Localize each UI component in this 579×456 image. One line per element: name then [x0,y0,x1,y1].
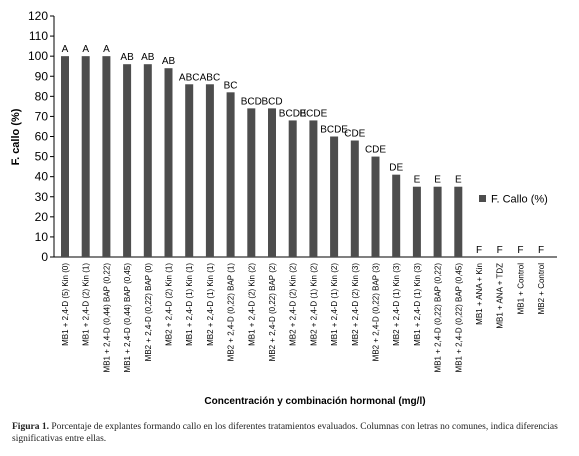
bar [247,108,256,257]
category-label: MB2 + 2,4-D (0,22) BAP (2) [268,263,277,362]
bar-letter-label: BCDE [320,125,348,136]
bar [371,156,380,257]
bar [123,64,132,257]
bar-letter-label: CDE [344,129,365,140]
y-tick-label: 40 [35,170,49,184]
bar-letter-label: BCDE [279,108,307,119]
y-tick-label: 10 [35,230,49,244]
category-label: MB2 + 2,4-D (1) Kin (3) [392,263,401,346]
bar-letter-label: A [82,44,89,55]
bar-chart: F. callo (%) 0 10 20 30 40 50 60 70 80 90 100 110 12… [10,9,557,407]
category-label: MB2 + Control [537,263,546,315]
category-label: MB2 + 2,4-D (1) Kin (2) [309,263,318,346]
bar-letter-label: DE [389,163,403,174]
bar-letter-label: F [476,245,482,256]
bar-letter-label: ABC [179,72,200,83]
category-label: MB2 + 2,4-D (0,22) BAP (1) [227,263,236,362]
bar-letter-label: AB [120,52,134,63]
bar-letter-label: F [538,245,544,256]
bar-letter-label: BCDE [300,108,328,119]
y-tick-label: 70 [35,109,49,123]
bar [164,68,173,257]
bar [61,56,69,257]
bars-group [61,56,463,258]
category-label: MB1 + Control [516,263,525,315]
y-tick-label: 120 [28,9,48,23]
bar-letter-label: E [455,175,462,186]
category-label: MB2 + 2,4-D (1) Kin (1) [206,263,215,346]
bar [412,186,421,257]
y-tick-label: 80 [35,89,49,103]
legend-swatch [479,195,486,202]
y-tick-label: 50 [35,150,49,164]
category-labels: MB1 + 2,4-D (5) Kin (0) MB1 + 2,4-D (2) K… [61,263,546,373]
category-label: MB1 + 2,4-D (1) Kin (3) [413,263,422,346]
category-label: MB1 + 2,4-D (0,44) BAP (0,22) [102,263,111,373]
y-tick-label: 110 [29,29,48,43]
bar-letter-label: CDE [365,145,386,156]
bar [102,56,111,257]
bar [392,174,401,257]
category-label: MB2 + 2,4-D (2) Kin (2) [289,263,298,346]
bar-letter-label: BC [224,80,238,91]
figure-caption: Figura 1. Porcentaje de explantes forman… [12,421,567,445]
category-label: MB1 + ANA + Kin [475,263,484,325]
bar [185,84,194,258]
bar [309,120,318,257]
caption-text: Porcentaje de explantes formando callo e… [12,422,558,444]
y-tick-label: 0 [41,250,48,264]
y-tick-label: 100 [28,49,48,63]
bar-letter-label: E [414,175,421,186]
category-label: MB2 + 2,4-D (2) Kin (3) [351,263,360,346]
bar [288,120,297,257]
bar [350,140,359,257]
category-label: MB1 + 2,4-D (1) Kin (1) [185,263,194,346]
bar [330,136,339,257]
y-axis: 0 10 20 30 40 50 60 70 80 90 100 110 120 [28,9,557,264]
category-label: MB1 + 2,4-D (0,44) BAP (0,45) [123,263,132,373]
bar-letter-label: AB [141,52,155,63]
category-label: MB2 + 2,4-D (2) Kin (1) [165,263,174,346]
bar-letter-label: ABC [200,72,221,83]
bar-letter-label: A [62,44,69,55]
category-label: MB2 + 2,4-D (0,22) BAP (3) [372,263,381,362]
category-label: MB1 + 2,4-D (0,22) BAP (0,45) [454,263,463,373]
bar-letter-label: BCD [241,96,262,107]
category-label: MB1 + ANA + TDZ [496,263,505,329]
x-axis-label: Concentración y combinación hormonal (mg… [204,396,425,407]
bar [268,108,276,257]
category-label: MB1 + 2,4-D (2) Kin (2) [247,263,256,346]
bar-letter-label: BCD [261,96,282,107]
y-tick-label: 30 [35,190,49,204]
y-axis-label: F. callo (%) [10,108,22,165]
category-label: MB1 + 2,4-D (2) Kin (1) [82,263,91,346]
legend: F. Callo (%) [479,194,548,206]
category-label: MB1 + 2,4-D (5) Kin (0) [61,263,70,346]
caption-label: Figura 1. [12,422,49,432]
category-label: MB1 + 2,4-D (1) Kin (2) [330,263,339,346]
y-tick-label: 60 [35,130,49,144]
bar-letter-label: F [497,245,503,256]
category-label: MB1 + 2,4-D (0,22) BAP (0,22) [434,263,443,373]
y-tick-label: 20 [35,210,49,224]
bar [433,186,442,257]
bar [454,186,463,257]
legend-label: F. Callo (%) [491,194,548,206]
bar [81,56,90,257]
bar [143,64,152,257]
bar-letter-label: AB [162,56,176,67]
bar-letter-label: F [517,245,523,256]
bar-letter-label: E [434,175,441,186]
bar [226,92,235,257]
bar [205,84,214,258]
y-tick-label: 90 [35,69,49,83]
category-label: MB2 + 2,4-D (0,22) BAP (0) [144,263,153,362]
bar-letter-label: A [103,44,110,55]
